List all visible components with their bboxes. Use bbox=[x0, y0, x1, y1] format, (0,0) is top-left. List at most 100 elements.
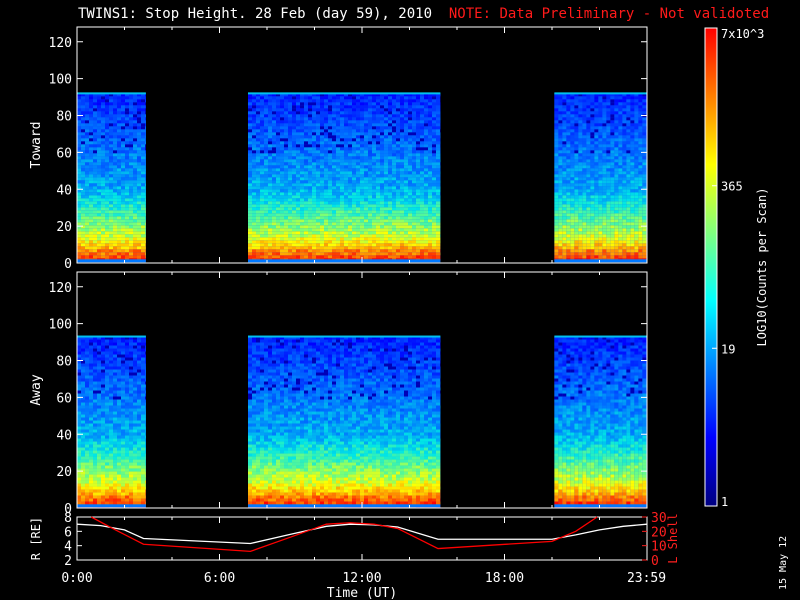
heatmap-cell bbox=[268, 153, 272, 157]
heatmap-cell bbox=[324, 105, 328, 109]
heatmap-cell bbox=[264, 99, 268, 103]
plot-title: TWINS1: Stop Height. 28 Feb (day 59), 20… bbox=[78, 6, 769, 22]
heatmap-cell bbox=[634, 198, 639, 202]
heatmap-cell bbox=[81, 96, 85, 100]
heatmap-cell bbox=[590, 126, 595, 130]
heatmap-cell bbox=[117, 249, 121, 253]
heatmap-cell bbox=[578, 141, 583, 145]
heatmap-cell bbox=[388, 156, 392, 160]
heatmap-cell bbox=[610, 105, 615, 109]
heatmap-cell bbox=[598, 198, 603, 202]
heatmap-cell bbox=[280, 165, 284, 169]
heatmap-cell bbox=[578, 123, 583, 127]
heatmap-cell bbox=[336, 117, 340, 121]
heatmap-cell bbox=[582, 144, 587, 148]
heatmap-cell bbox=[121, 186, 125, 190]
heatmap-cell bbox=[388, 123, 392, 127]
heatmap-cell bbox=[89, 135, 93, 139]
heatmap-cell bbox=[408, 120, 412, 124]
heatmap-cell bbox=[400, 249, 404, 253]
heatmap-cell bbox=[610, 219, 615, 223]
heatmap-cell bbox=[364, 93, 368, 97]
heatmap-cell bbox=[292, 123, 296, 127]
heatmap-cell bbox=[324, 237, 328, 241]
heatmap-cell bbox=[570, 117, 575, 121]
heatmap-cell bbox=[133, 243, 137, 247]
heatmap-cell bbox=[125, 228, 129, 232]
heatmap-cell bbox=[570, 165, 575, 169]
heatmap-cell bbox=[304, 210, 308, 214]
heatmap-cell bbox=[336, 180, 340, 184]
heatmap-cell bbox=[380, 195, 384, 199]
heatmap-cell bbox=[634, 162, 639, 166]
heatmap-cell bbox=[316, 180, 320, 184]
heatmap-cell bbox=[336, 228, 340, 232]
heatmap-cell bbox=[320, 198, 324, 202]
heatmap-cell bbox=[610, 195, 615, 199]
heatmap-cell bbox=[85, 147, 89, 151]
heatmap-cell bbox=[626, 147, 631, 151]
heatmap-cell bbox=[272, 213, 276, 217]
heatmap-cell bbox=[384, 162, 388, 166]
heatmap-cell bbox=[566, 240, 571, 244]
heatmap-cell bbox=[392, 129, 396, 133]
heatmap-cell bbox=[117, 234, 121, 238]
heatmap-cell bbox=[614, 237, 619, 241]
heatmap-cell bbox=[412, 222, 416, 226]
heatmap-cell bbox=[121, 177, 125, 181]
heatmap-cell bbox=[312, 252, 316, 256]
heatmap-cell bbox=[93, 138, 97, 142]
heatmap-cell bbox=[586, 207, 591, 211]
heatmap-cell bbox=[81, 111, 85, 115]
heatmap-cell bbox=[256, 162, 260, 166]
heatmap-cell bbox=[428, 195, 432, 199]
heatmap-cell bbox=[336, 174, 340, 178]
heatmap-cell bbox=[328, 237, 332, 241]
heatmap-cell bbox=[304, 102, 308, 106]
heatmap-cell bbox=[436, 126, 440, 130]
heatmap-cell bbox=[364, 120, 368, 124]
heatmap-cell bbox=[101, 111, 105, 115]
heatmap-cell bbox=[562, 93, 567, 97]
heatmap-cell bbox=[340, 144, 344, 148]
heatmap-cell bbox=[324, 126, 328, 130]
heatmap-cell bbox=[85, 189, 89, 193]
heatmap-cell bbox=[117, 132, 121, 136]
heatmap-cell bbox=[137, 180, 141, 184]
heatmap-cell bbox=[304, 255, 308, 259]
heatmap-cell bbox=[332, 144, 336, 148]
heatmap-cell bbox=[93, 180, 97, 184]
heatmap-cell bbox=[121, 165, 125, 169]
heatmap-cell bbox=[602, 117, 607, 121]
heatmap-cell bbox=[606, 153, 611, 157]
heatmap-cell bbox=[594, 93, 599, 97]
heatmap-cell bbox=[634, 189, 639, 193]
heatmap-cell bbox=[344, 177, 348, 181]
heatmap-cell bbox=[324, 108, 328, 112]
heatmap-cell bbox=[268, 195, 272, 199]
heatmap-cell bbox=[364, 147, 368, 151]
heatmap-cell bbox=[316, 174, 320, 178]
heatmap-cell bbox=[284, 180, 288, 184]
heatmap-cell bbox=[388, 132, 392, 136]
heatmap-cell bbox=[614, 231, 619, 235]
heatmap-cell bbox=[396, 186, 400, 190]
heatmap-cell bbox=[408, 249, 412, 253]
heatmap-cell bbox=[121, 210, 125, 214]
heatmap-cell bbox=[602, 207, 607, 211]
heatmap-cell bbox=[602, 147, 607, 151]
heatmap-cell bbox=[642, 144, 647, 148]
heatmap-cell bbox=[574, 138, 579, 142]
heatmap-cell bbox=[420, 126, 424, 130]
heatmap-cell bbox=[252, 150, 256, 154]
heatmap-cell bbox=[93, 204, 97, 208]
heatmap-cell bbox=[105, 216, 109, 220]
heatmap-cell bbox=[348, 114, 352, 118]
heatmap-cell bbox=[304, 198, 308, 202]
heatmap-cell bbox=[412, 204, 416, 208]
heatmap-cell bbox=[141, 138, 145, 142]
heatmap-cell bbox=[260, 186, 264, 190]
heatmap-cell bbox=[352, 117, 356, 121]
heatmap-cell bbox=[101, 249, 105, 253]
heatmap-cell bbox=[268, 132, 272, 136]
